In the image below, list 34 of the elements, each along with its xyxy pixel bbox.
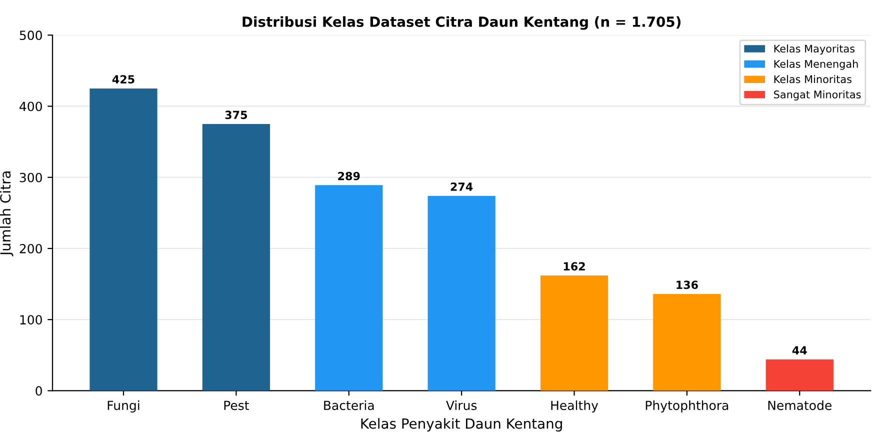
data-label: 289: [338, 172, 360, 180]
x-tick-label: Bacteria: [324, 400, 374, 410]
x-tick-label: Pest: [224, 400, 249, 410]
legend-label: Kelas Mayoritas: [774, 44, 855, 55]
data-label: 44: [792, 346, 807, 354]
data-label: 375: [225, 110, 248, 120]
x-axis-title: Kelas Penyakit Daun Kentang: [361, 418, 562, 432]
bar: [315, 185, 383, 391]
x-tick-label: Healthy: [551, 400, 598, 413]
data-label: 274: [450, 182, 473, 191]
y-tick-label: 300: [20, 172, 42, 182]
y-tick-label: 0: [36, 386, 42, 396]
y-axis-title: Jumlah Citra: [0, 172, 14, 256]
bar: [653, 294, 721, 391]
legend-label: Sangat Minoritas: [774, 90, 861, 100]
x-tick-label: Phytophthora: [646, 400, 728, 413]
bar: [540, 276, 608, 391]
bar: [766, 359, 834, 391]
y-tick-label: 400: [20, 102, 42, 112]
x-tick-label: Virus: [446, 400, 477, 410]
y-tick-label: 500: [20, 30, 42, 40]
y-tick-label: 100: [20, 315, 42, 325]
bar: [90, 88, 158, 391]
x-tick-label: Nematode: [768, 400, 832, 410]
bar: [202, 124, 270, 391]
legend-label: Kelas Minoritas: [774, 75, 852, 84]
x-tick-label: Fungi: [108, 400, 140, 413]
chart-title: Distribusi Kelas Dataset Citra Daun Kentang (n = 1.705): [242, 16, 680, 30]
legend-label: Kelas Menengah: [774, 60, 858, 70]
y-tick-label: 200: [20, 244, 42, 254]
data-label: 425: [112, 75, 134, 84]
data-label: 162: [564, 262, 585, 271]
data-label: 136: [676, 280, 698, 290]
bar: [428, 196, 496, 391]
